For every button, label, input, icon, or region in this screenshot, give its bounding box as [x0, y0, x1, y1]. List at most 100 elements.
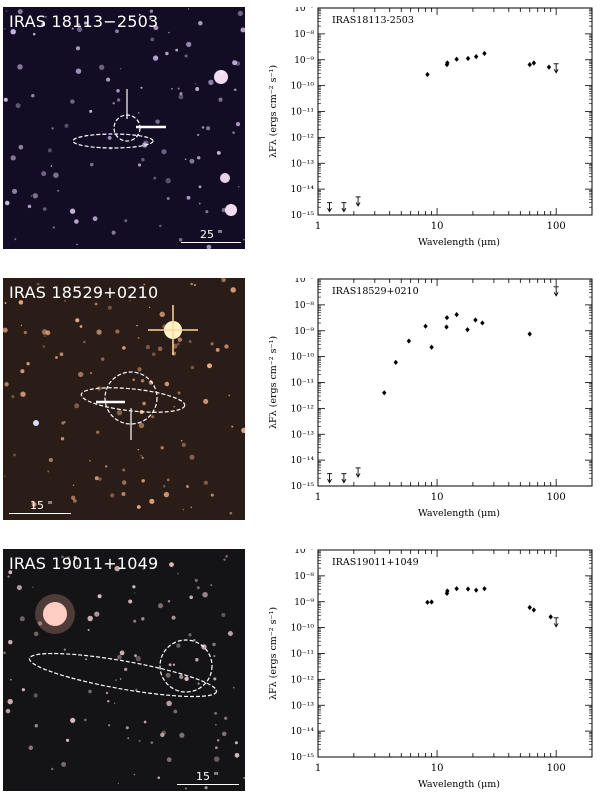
- background-star: [5, 708, 11, 714]
- background-star: [137, 367, 142, 372]
- data-point: [429, 344, 434, 350]
- blue-star: [33, 420, 39, 426]
- background-star: [11, 395, 15, 399]
- background-star: [237, 10, 244, 17]
- data-point: [527, 604, 532, 611]
- background-star: [73, 555, 77, 560]
- background-star: [17, 64, 23, 70]
- background-star: [228, 394, 231, 397]
- background-star: [69, 208, 76, 214]
- background-star: [61, 555, 64, 559]
- data-point: [425, 599, 430, 605]
- background-star: [137, 163, 142, 167]
- background-star: [88, 689, 92, 694]
- bright-star: [214, 70, 228, 84]
- background-star: [138, 422, 145, 429]
- background-star: [129, 300, 131, 302]
- sky-image-2: IRAS 18529+0210 15 ": [3, 278, 245, 520]
- background-star: [140, 378, 145, 383]
- background-star: [135, 655, 141, 662]
- background-star: [238, 186, 240, 188]
- background-star: [177, 572, 179, 575]
- data-point: [482, 586, 487, 592]
- background-star: [179, 732, 185, 738]
- background-star: [197, 133, 200, 136]
- background-star: [132, 585, 136, 589]
- background-star: [133, 619, 137, 623]
- background-star: [34, 723, 39, 728]
- background-star: [225, 555, 228, 558]
- star-field-3: [3, 555, 245, 790]
- plot-frame: [317, 549, 593, 758]
- background-star: [107, 305, 112, 310]
- background-star: [202, 591, 208, 598]
- background-star: [63, 420, 66, 423]
- background-star: [232, 686, 235, 689]
- background-star: [79, 325, 83, 328]
- x-tick-label: 1: [315, 763, 321, 774]
- background-star: [10, 28, 16, 35]
- background-star: [100, 357, 105, 361]
- y-tick-label: 10⁻¹³: [291, 159, 315, 169]
- data-point: [531, 607, 537, 613]
- background-star: [63, 648, 66, 651]
- background-star: [227, 630, 233, 637]
- background-star: [53, 172, 59, 178]
- background-star: [212, 642, 216, 647]
- background-star: [142, 567, 145, 570]
- background-star: [75, 318, 80, 323]
- y-tick-label: 10⁻¹⁰: [291, 624, 315, 634]
- background-star: [142, 15, 144, 17]
- background-star: [87, 615, 93, 622]
- background-star: [60, 436, 65, 441]
- background-star: [150, 741, 154, 744]
- x-axis-label: Wavelength (μm): [418, 779, 500, 790]
- y-tick-label: 10⁻¹⁴: [291, 456, 315, 466]
- background-star: [234, 88, 237, 92]
- x-axis-label: Wavelength (μm): [418, 237, 500, 248]
- background-star: [216, 150, 221, 155]
- background-star: [188, 340, 192, 343]
- scale-bar: [181, 242, 241, 243]
- background-star: [138, 112, 140, 114]
- background-star: [71, 27, 74, 30]
- background-star: [210, 342, 214, 346]
- background-star: [20, 391, 26, 397]
- y-tick-label: 10⁻⁸: [294, 301, 314, 311]
- y-tick-label: 10⁻¹⁰: [291, 82, 315, 92]
- background-star: [221, 731, 227, 737]
- plot-frame: [317, 278, 593, 487]
- background-star: [26, 362, 30, 366]
- background-star: [148, 306, 151, 309]
- y-tick-label: 10⁻⁸: [294, 572, 314, 582]
- background-star: [194, 578, 198, 582]
- y-tick-label: 10⁻¹³: [291, 701, 315, 711]
- background-star: [76, 26, 83, 33]
- data-point: [480, 320, 485, 326]
- background-star: [114, 565, 120, 572]
- background-star: [189, 158, 195, 164]
- background-star: [138, 13, 141, 16]
- background-star: [182, 508, 184, 511]
- data-point: [444, 324, 449, 330]
- background-star: [127, 737, 129, 739]
- upper-limit-marker: [327, 473, 333, 484]
- data-point: [465, 55, 471, 62]
- background-star: [116, 98, 121, 102]
- background-star: [119, 678, 122, 680]
- background-star: [33, 693, 38, 698]
- background-star: [166, 478, 170, 482]
- data-point: [406, 338, 412, 344]
- background-star: [47, 148, 52, 153]
- y-axis-label: λFλ (ergs cm⁻² s⁻¹): [268, 65, 279, 158]
- background-star: [241, 427, 245, 434]
- y-tick-label: 10⁻¹⁰: [291, 353, 315, 363]
- background-star: [83, 340, 86, 344]
- background-star: [76, 564, 79, 567]
- background-star: [141, 456, 144, 459]
- background-star: [215, 724, 217, 726]
- background-star: [165, 178, 171, 184]
- background-star: [150, 37, 155, 42]
- x-axis-label: Wavelength (μm): [418, 508, 500, 519]
- background-star: [151, 415, 155, 419]
